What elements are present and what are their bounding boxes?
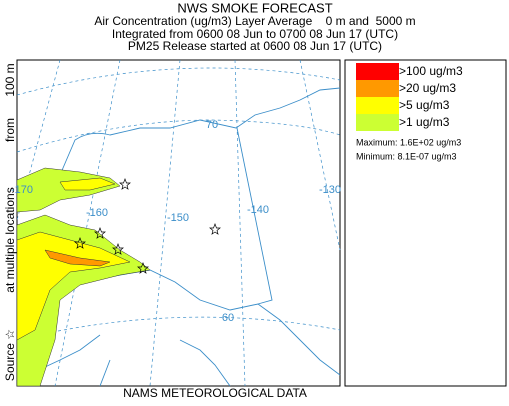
legend-swatch xyxy=(356,80,399,97)
source-stars xyxy=(74,178,221,274)
legend: >100 ug/m3 >20 ug/m3 >5 ug/m3 >1 ug/m3 xyxy=(356,63,463,131)
subtitle: Integrated from 0600 08 Jun to 0700 08 J… xyxy=(112,27,398,41)
subtitle: Air Concentration (ug/m3) Layer Average … xyxy=(94,14,415,28)
map-label: 60 xyxy=(222,312,234,324)
legend-max: Maximum: 1.6E+02 ug/m3 xyxy=(356,137,461,147)
title: NWS SMOKE FORECAST xyxy=(177,0,332,15)
smoke-area xyxy=(44,249,111,267)
legend-swatch xyxy=(356,97,399,114)
legend-label: >100 ug/m3 xyxy=(399,64,463,78)
side-label-part: at multiple locations xyxy=(3,187,17,292)
legend-min: Minimum: 8.1E-07 ug/m3 xyxy=(356,151,457,161)
legend-swatch xyxy=(356,114,399,131)
smoke-area xyxy=(16,231,131,341)
legend-label: >5 ug/m3 xyxy=(399,98,450,112)
map-label: -150 xyxy=(167,212,189,224)
map-frame xyxy=(16,59,341,387)
side-label-part: 100 m xyxy=(3,63,17,96)
legend-swatch xyxy=(356,63,399,80)
map-label: -130 xyxy=(319,184,341,196)
smoke-area xyxy=(59,177,116,191)
map-label: -140 xyxy=(247,204,269,216)
map-label: -160 xyxy=(86,207,108,219)
legend-label: >20 ug/m3 xyxy=(399,81,456,95)
footer: NAMS METEOROLOGICAL DATA xyxy=(123,386,307,400)
map-label: 70 xyxy=(206,119,218,131)
map-label: -170 xyxy=(11,184,33,196)
subtitle: PM25 Release started at 0600 08 Jun 17 (… xyxy=(128,39,382,53)
side-label: Source ☆ at multiple locations from 100 … xyxy=(3,63,17,381)
map: 70 -170 -160 -150 -140 -130 60 xyxy=(11,59,341,387)
side-label-part: from xyxy=(3,118,17,142)
side-label-part: Source ☆ xyxy=(3,329,17,381)
legend-label: >1 ug/m3 xyxy=(399,115,450,129)
